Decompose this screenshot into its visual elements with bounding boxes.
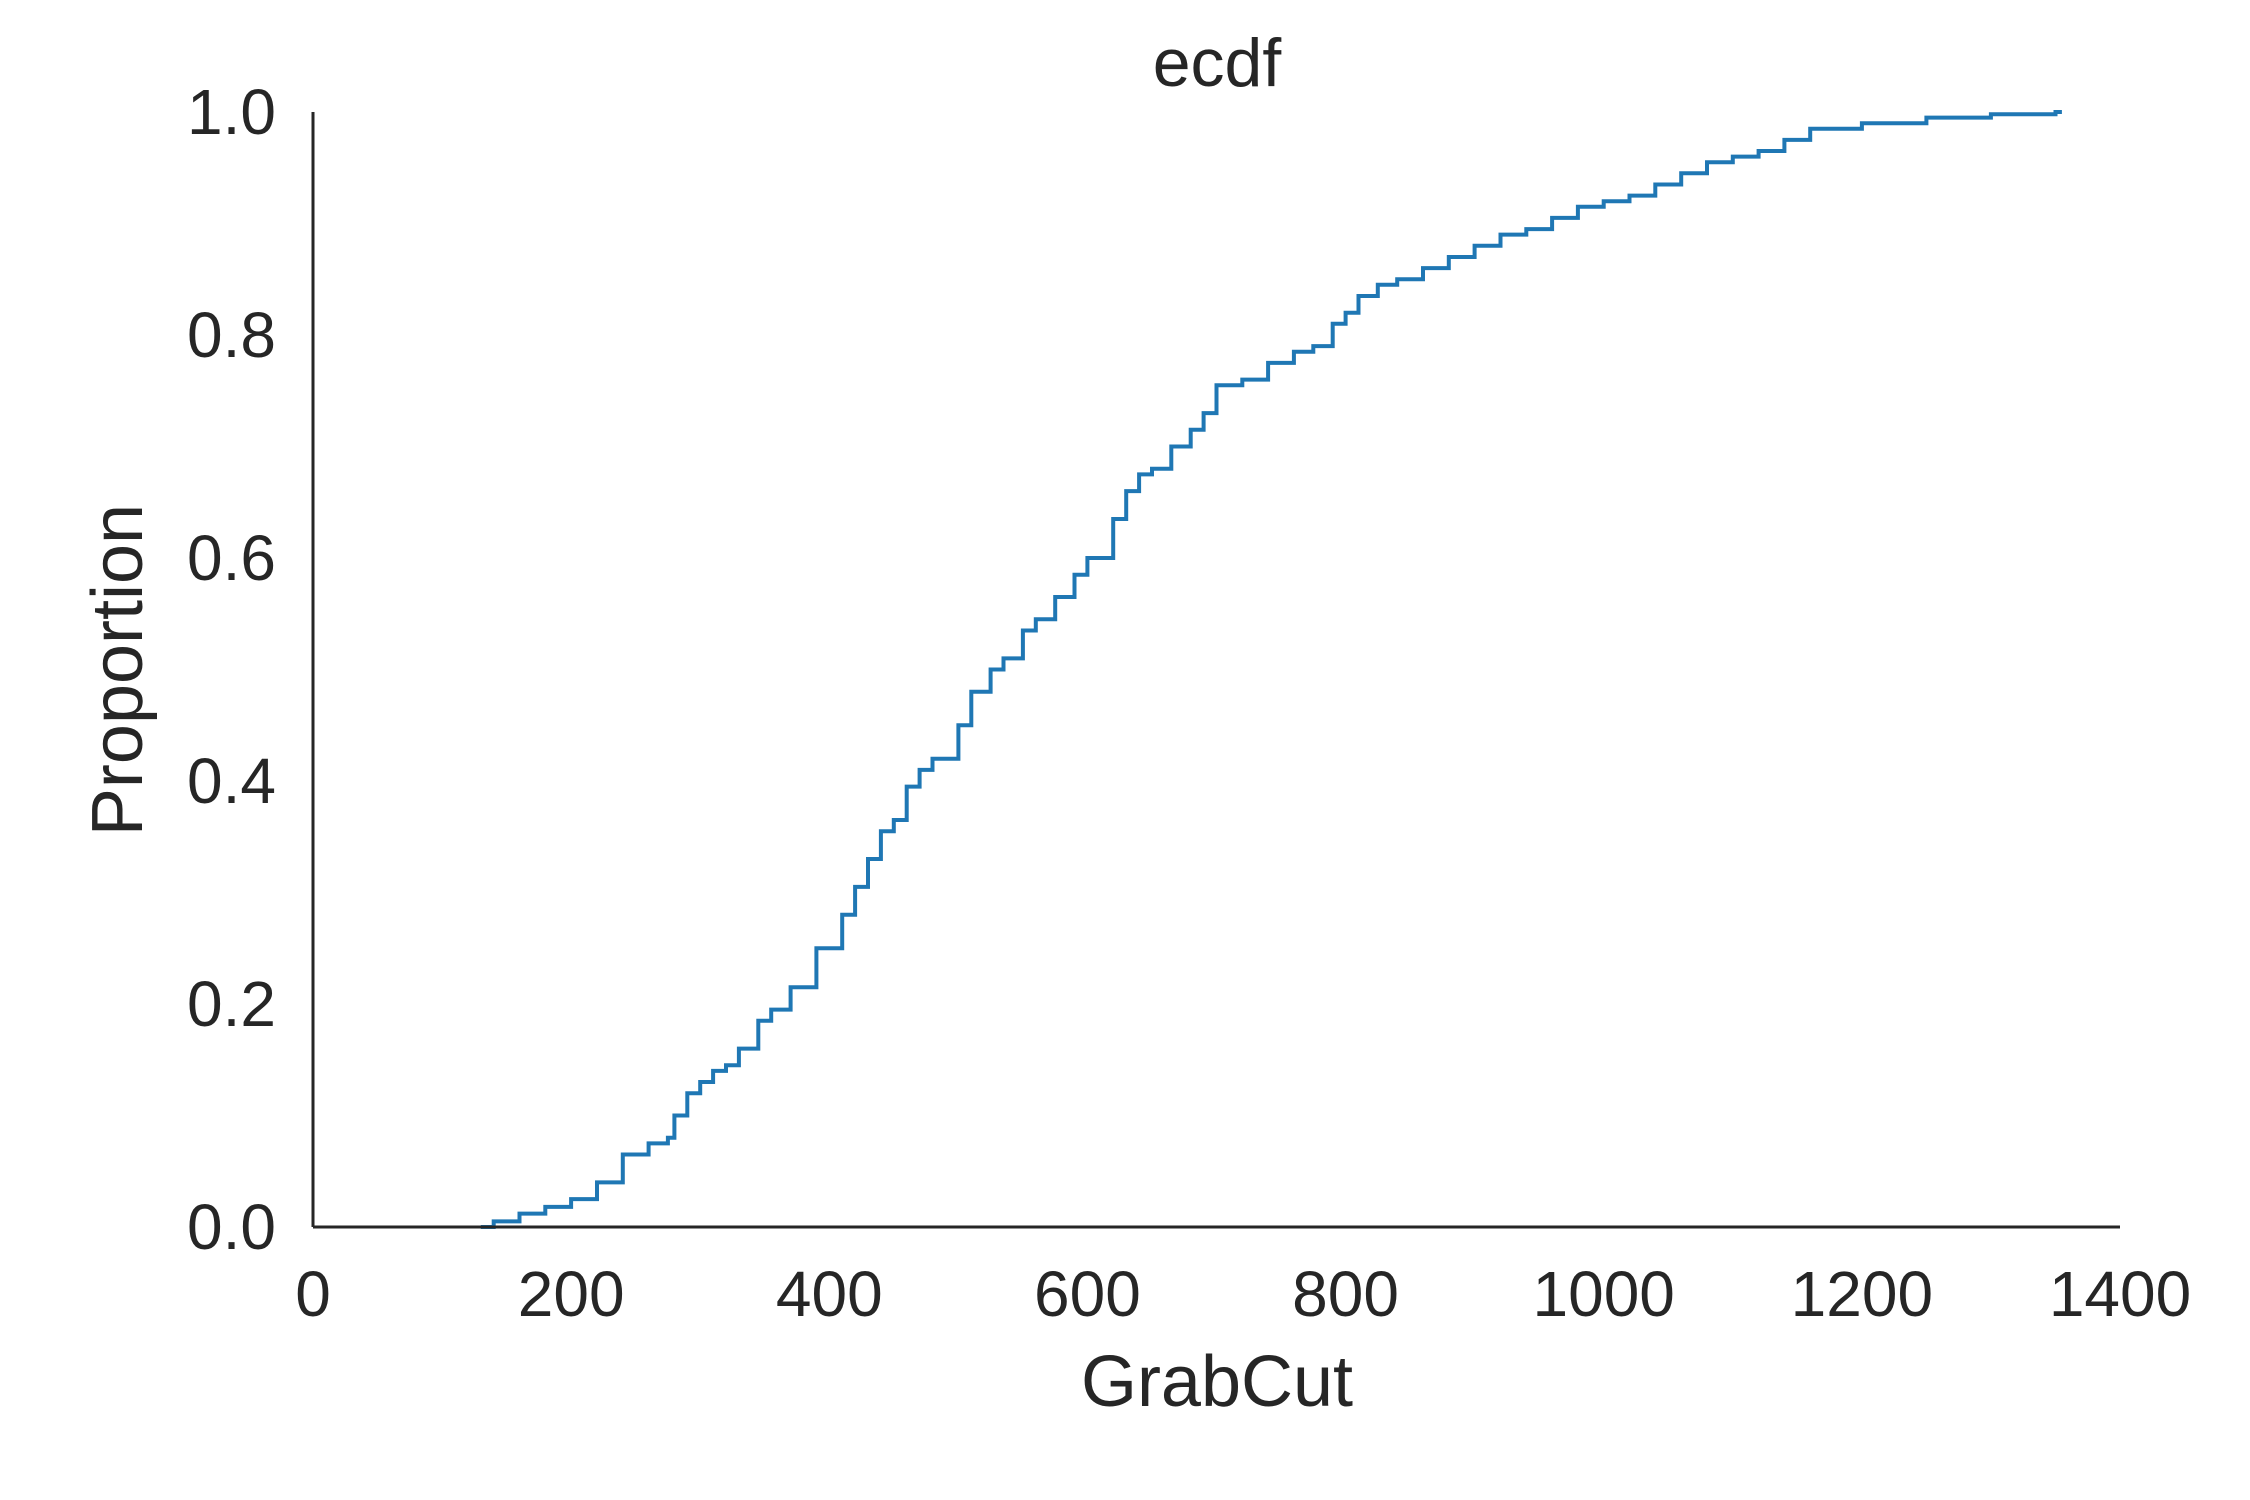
y-tick-label: 0.4 (187, 745, 276, 817)
x-tick-label: 800 (1292, 1258, 1399, 1330)
y-tick-label: 0.0 (187, 1191, 276, 1263)
y-tick-label: 0.6 (187, 522, 276, 594)
x-tick-label: 600 (1034, 1258, 1141, 1330)
x-tick-label: 1000 (1533, 1258, 1675, 1330)
y-axis-label: Proportion (78, 504, 158, 836)
ecdf-series-line-0 (480, 110, 2062, 1229)
y-tick-labels: 0.0 0.2 0.4 0.6 0.8 1.0 (187, 76, 276, 1263)
x-axis-label: GrabCut (1081, 1342, 1353, 1422)
y-tick-label: 0.8 (187, 299, 276, 371)
x-tick-labels: 0 200 400 600 800 1000 1200 1400 (295, 1258, 2191, 1330)
x-tick-label: 400 (776, 1258, 883, 1330)
plot-area (480, 110, 2062, 1229)
chart-title: ecdf (1153, 25, 1282, 101)
x-tick-label: 1200 (1791, 1258, 1933, 1330)
x-tick-label: 200 (518, 1258, 625, 1330)
y-tick-label: 1.0 (187, 76, 276, 148)
x-tick-label: 1400 (2049, 1258, 2191, 1330)
y-tick-label: 0.2 (187, 968, 276, 1040)
x-tick-label: 0 (295, 1258, 331, 1330)
